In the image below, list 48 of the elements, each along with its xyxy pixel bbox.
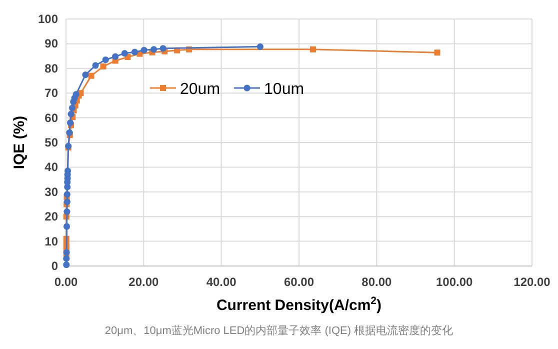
point [131,48,138,56]
y-tick-label: 60 [44,110,58,125]
y-tick-label: 10 [44,234,58,248]
legend-label: 10um [264,81,304,98]
x-tick-label: 80.00 [362,275,392,289]
point [434,50,440,56]
x-tick-label: 100.00 [436,275,474,289]
y-tick-label: 80 [44,61,58,76]
legend-label: 20um [180,81,220,98]
y-axis-title: IQE (%) [11,116,28,170]
y-tick-label: 30 [44,184,58,199]
x-tick-label: 60.00 [284,275,314,289]
y-tick-label: 20 [44,210,58,224]
x-axis-title: Current Density(A/cm$^{2}$) [216,295,382,314]
y-tick-label: 0 [51,259,58,273]
text: 20μm、10μm蓝光Micro LED的内部量子效率 (IQE) 根据电流密度的变化 [104,324,454,337]
y-tick-label: 70 [44,86,58,100]
point [66,119,74,126]
x-tick-label: 0.00 [54,275,78,289]
point [310,46,316,52]
point [68,104,76,112]
x-tick-label: 40.00 [206,275,237,289]
point [100,63,106,70]
point [102,56,109,64]
point [112,53,119,60]
point [82,72,89,78]
y-tick-label: 40 [44,160,58,174]
y-tick-label: 100 [38,12,58,26]
point [140,46,148,54]
point [63,223,70,230]
point [68,110,74,118]
x-tick-label: 120.00 [514,275,551,289]
point [64,191,70,198]
point [256,43,264,50]
point [63,255,70,262]
point [92,62,99,69]
x-tick-label: 20.00 [128,275,160,289]
point [72,91,80,98]
point [63,261,70,268]
point [64,208,70,215]
y-tick-label: 50 [44,136,58,150]
point [121,50,128,57]
point [66,129,73,136]
y-tick-label: 90 [44,36,58,51]
point [160,45,166,52]
point [150,46,158,53]
point [64,198,70,206]
point [88,72,94,79]
